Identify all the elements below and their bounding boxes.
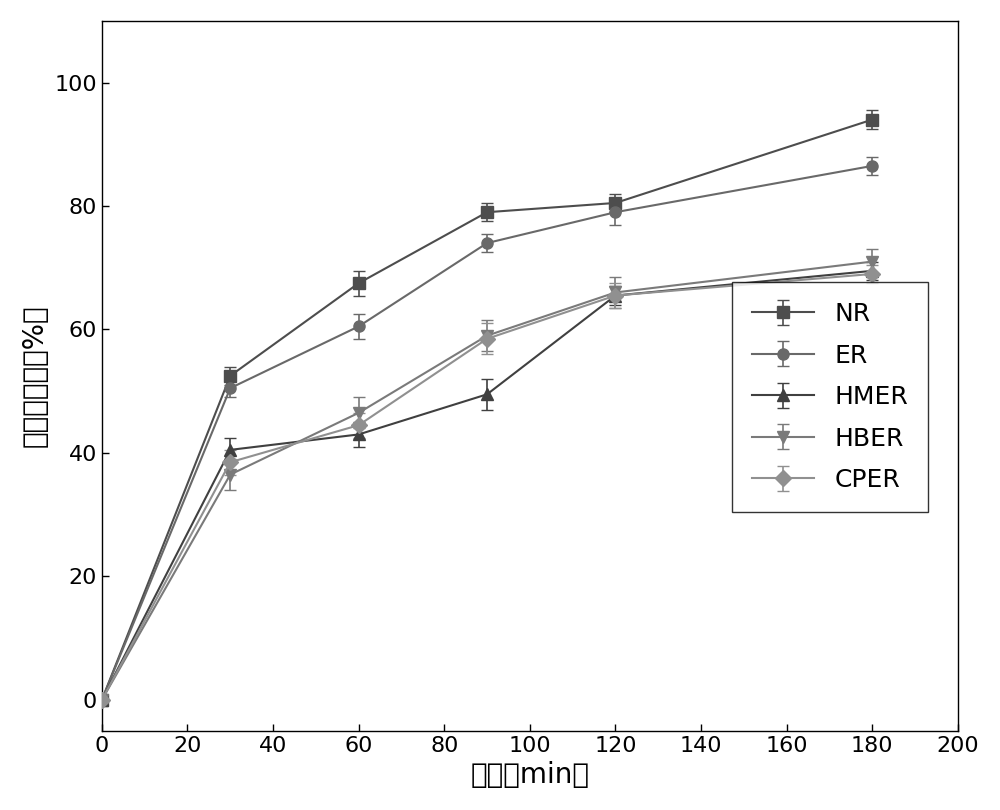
Legend: NR, ER, HMER, HBER, CPER: NR, ER, HMER, HBER, CPER [732, 282, 928, 512]
Y-axis label: 淠粉水解率（%）: 淠粉水解率（%） [21, 305, 49, 447]
X-axis label: 时间（min）: 时间（min） [470, 761, 589, 789]
